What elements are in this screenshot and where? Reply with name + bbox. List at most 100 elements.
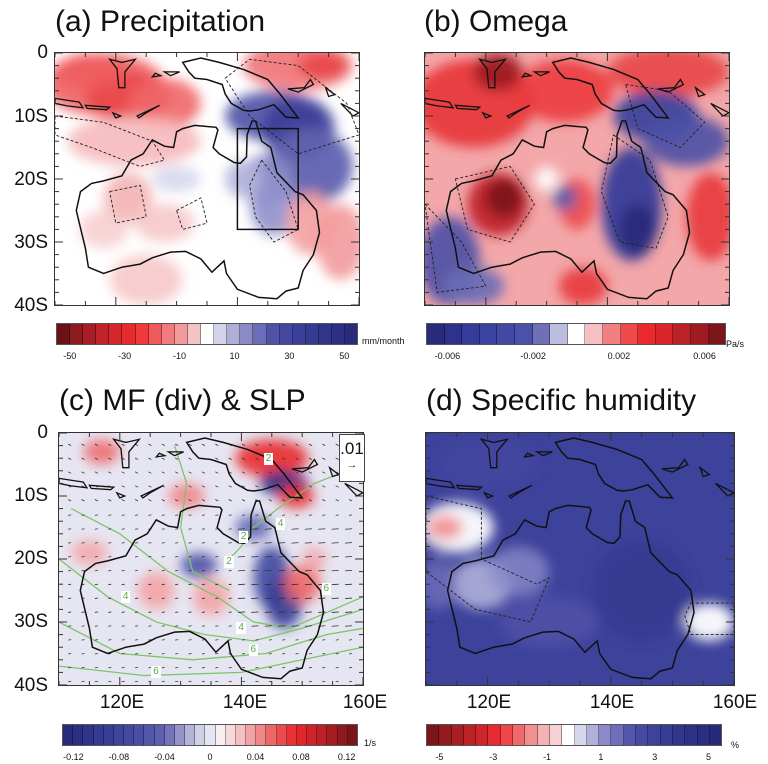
moisture-flux-arrow	[175, 680, 179, 683]
y-tick-label: 10S	[14, 485, 48, 506]
moisture-flux-arrow	[228, 542, 232, 544]
shaded-region	[127, 78, 201, 129]
moisture-flux-arrow	[67, 499, 72, 502]
island-coastline	[710, 102, 729, 117]
moisture-flux-arrow	[322, 499, 326, 502]
moisture-flux-arrow	[188, 597, 192, 599]
island-coastline	[454, 104, 482, 111]
significance-contour	[600, 134, 669, 249]
moisture-flux-arrow	[108, 639, 112, 641]
moisture-flux-arrow	[264, 569, 272, 572]
moisture-flux-arrow	[108, 680, 112, 683]
significance-contour	[426, 495, 551, 623]
moisture-flux-arrow	[68, 625, 72, 627]
moisture-flux-arrow	[322, 485, 326, 488]
colorbar-segment	[451, 725, 464, 745]
moisture-flux-arrow	[81, 653, 85, 655]
moisture-flux-arrow	[94, 556, 98, 558]
significance-contour	[55, 115, 166, 167]
colorbar-tick-label: -0.002	[520, 351, 546, 361]
moisture-flux-arrow	[318, 542, 326, 544]
moisture-flux-arrow	[148, 542, 152, 544]
significance-contour	[109, 184, 147, 224]
moisture-flux-arrow	[291, 528, 299, 530]
moisture-flux-arrow	[295, 639, 299, 641]
moisture-flux-arrow	[68, 528, 72, 530]
moisture-flux-arrow	[268, 639, 272, 641]
moisture-flux-arrow	[121, 485, 125, 488]
moisture-flux-arrow	[68, 611, 72, 613]
colorbar-segment	[174, 324, 188, 344]
moisture-flux-arrow	[161, 569, 165, 572]
moisture-flux-arrow	[188, 680, 192, 683]
moisture-flux-arrow	[215, 556, 219, 558]
colorbar-segment	[513, 725, 526, 745]
moisture-flux-arrow	[241, 499, 246, 502]
moisture-flux-arrow	[201, 639, 205, 641]
moisture-flux-arrow	[345, 611, 353, 613]
colorbar-segment	[660, 725, 673, 745]
x-tick-label: 140E	[589, 692, 635, 713]
moisture-flux-arrow	[81, 528, 85, 530]
moisture-flux-arrow	[228, 485, 232, 488]
moisture-flux-arrow	[308, 666, 312, 669]
moisture-flux-arrow	[68, 542, 72, 544]
colorbar-segment	[292, 324, 306, 344]
moisture-flux-arrow	[282, 639, 286, 641]
moisture-flux-arrow	[295, 499, 299, 502]
colorbar-segment	[611, 725, 624, 745]
moisture-flux-arrow	[201, 611, 205, 613]
moisture-flux-arrow	[241, 485, 246, 488]
slp-contour-label: 4	[236, 622, 246, 635]
colorbar-segment	[318, 324, 332, 344]
island-coastline	[324, 85, 337, 98]
moisture-flux-arrow	[331, 583, 339, 586]
moisture-flux-arrow	[134, 514, 139, 516]
colorbar-segment	[599, 725, 612, 745]
colorbar-tick-label: -50	[63, 351, 77, 361]
shaded-region	[71, 540, 108, 566]
island-coastline	[481, 111, 493, 119]
significance-contour	[224, 58, 359, 155]
moisture-flux-arrow	[335, 639, 339, 641]
moisture-flux-arrow	[228, 528, 232, 530]
colorbar-tick-label: 0.04	[246, 752, 265, 762]
moisture-flux-arrow	[264, 597, 272, 599]
moisture-flux-arrow	[121, 625, 125, 627]
colorbar-segment	[623, 725, 637, 745]
colorbar-segment	[488, 725, 501, 745]
moisture-flux-arrow	[81, 569, 85, 572]
moisture-flux-arrow	[215, 443, 219, 446]
moisture-flux-arrow	[175, 597, 179, 599]
moisture-flux-arrow	[304, 597, 312, 599]
colorbar-segment	[673, 324, 691, 344]
moisture-flux-arrow	[81, 542, 85, 544]
moisture-flux-arrow	[161, 639, 165, 641]
moisture-flux-arrow	[268, 666, 272, 669]
moisture-flux-arrow	[255, 666, 259, 669]
colorbar-c	[62, 724, 358, 746]
australia-coastline	[79, 500, 325, 680]
panel-d-title: (d) Specific humidity	[426, 384, 697, 417]
slp-contour-line	[70, 508, 363, 629]
colorbar-tick-label: -3	[489, 752, 498, 762]
significance-contour	[176, 197, 208, 230]
moisture-flux-arrow	[94, 666, 98, 669]
new-guinea-coastline	[185, 437, 304, 499]
moisture-flux-arrow	[81, 471, 85, 474]
moisture-flux-arrow	[201, 443, 206, 446]
colorbar-segment	[567, 324, 586, 344]
moisture-flux-arrow	[201, 583, 205, 586]
moisture-flux-arrow	[345, 625, 353, 627]
moisture-flux-arrow	[304, 583, 312, 586]
moisture-flux-arrow	[81, 639, 85, 641]
colorbar-segment	[195, 725, 206, 745]
island-coastline	[520, 72, 534, 78]
moisture-flux-arrow	[161, 680, 165, 683]
moisture-flux-arrow	[282, 666, 286, 669]
moisture-flux-arrow	[175, 514, 179, 516]
colorbar-segment	[497, 324, 515, 344]
colorbar-tick-label: -10	[173, 351, 187, 361]
moisture-flux-arrow	[108, 514, 112, 516]
colorbar-tick-label: -0.006	[434, 351, 461, 361]
